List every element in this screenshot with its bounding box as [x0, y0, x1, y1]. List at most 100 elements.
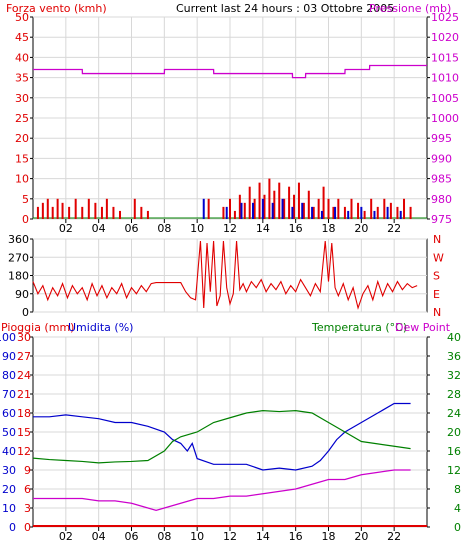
x-tick-label: 16 — [289, 530, 303, 543]
dewpoint-line — [33, 469, 411, 511]
pressure-y-tick-label: 995 — [431, 132, 452, 145]
x-tick-label: 14 — [256, 530, 270, 543]
rain-y-tick-label: 12 — [17, 445, 31, 458]
temperature-y-tick-label: 16 — [447, 445, 461, 458]
humidity-y-tick-label: 40 — [2, 445, 16, 458]
pressure-y-tick-label: 1010 — [431, 72, 459, 85]
pressure-y-tick-label: 1005 — [431, 92, 459, 105]
x-tick-label: 18 — [322, 222, 336, 235]
temperature-y-tick-label: 0 — [454, 521, 461, 534]
temperature-y-tick-label: 32 — [447, 369, 461, 382]
wind-y-tick-label: 5 — [22, 193, 29, 206]
x-tick-label: 20 — [354, 530, 368, 543]
temperature-y-tick-label: 28 — [447, 388, 461, 401]
humidity-axis-title: Umidita (%) — [68, 321, 133, 334]
humidity-y-tick-label: 80 — [2, 369, 16, 382]
x-tick-label: 22 — [387, 530, 401, 543]
x-tick-label: 06 — [125, 530, 139, 543]
pressure-line — [33, 64, 427, 79]
wind-y-tick-label: 50 — [15, 11, 29, 24]
temperature-y-tick-label: 24 — [447, 407, 461, 420]
humidity-y-tick-label: 20 — [2, 483, 16, 496]
pressure-axis-title: Pressione (mb) — [369, 2, 451, 15]
x-tick-label: 12 — [223, 222, 237, 235]
wind-y-tick-label: 40 — [15, 51, 29, 64]
compass-tick-label: S — [433, 270, 440, 283]
rain-y-tick-label: 6 — [24, 483, 31, 496]
x-tick-label: 10 — [190, 222, 204, 235]
rain-y-tick-label: 0 — [24, 521, 31, 534]
temperature-y-tick-label: 12 — [447, 464, 461, 477]
wind-y-tick-label: 20 — [15, 132, 29, 145]
compass-tick-label: W — [433, 251, 444, 264]
wind-axis-title: Forza vento (kmh) — [6, 2, 107, 15]
x-tick-label: 22 — [387, 222, 401, 235]
wind-direction-line — [32, 240, 418, 310]
rain-y-tick-label: 30 — [17, 331, 31, 344]
direction-y-tick-label: 90 — [15, 288, 29, 301]
rain-y-tick-label: 21 — [17, 388, 31, 401]
x-tick-label: 16 — [289, 222, 303, 235]
direction-y-tick-label: 270 — [8, 251, 29, 264]
wind-y-tick-label: 30 — [15, 92, 29, 105]
wind-y-tick-label: 25 — [15, 112, 29, 125]
wind-y-tick-label: 10 — [15, 173, 29, 186]
pressure-y-tick-label: 1000 — [431, 112, 459, 125]
temperature-y-tick-label: 20 — [447, 426, 461, 439]
direction-y-tick-label: 180 — [8, 270, 29, 283]
rain-y-tick-label: 3 — [24, 502, 31, 515]
x-tick-label: 12 — [223, 530, 237, 543]
x-tick-label: 02 — [59, 530, 73, 543]
rain-y-tick-label: 9 — [24, 464, 31, 477]
humidity-y-tick-label: 0 — [9, 521, 16, 534]
humidity-line — [33, 402, 411, 471]
x-tick-label: 18 — [322, 530, 336, 543]
humidity-y-tick-label: 10 — [2, 502, 16, 515]
x-tick-label: 08 — [157, 222, 171, 235]
compass-tick-label: N — [433, 306, 441, 319]
humidity-y-tick-label: 50 — [2, 426, 16, 439]
humidity-y-tick-label: 30 — [2, 464, 16, 477]
x-tick-label: 10 — [190, 530, 204, 543]
x-tick-label: 06 — [125, 222, 139, 235]
wind-y-tick-label: 0 — [22, 213, 29, 226]
x-tick-label: 04 — [92, 222, 106, 235]
pressure-y-tick-label: 1015 — [431, 51, 459, 64]
direction-y-tick-label: 0 — [22, 306, 29, 319]
wind-y-tick-label: 35 — [15, 72, 29, 85]
x-tick-label: 04 — [92, 530, 106, 543]
x-tick-label: 08 — [157, 530, 171, 543]
x-tick-label: 20 — [354, 222, 368, 235]
wind-y-tick-label: 45 — [15, 31, 29, 44]
x-tick-label: 02 — [59, 222, 73, 235]
humidity-y-tick-label: 60 — [2, 407, 16, 420]
temperature-y-tick-label: 4 — [454, 502, 461, 515]
compass-tick-label: N — [433, 233, 441, 246]
pressure-y-tick-label: 985 — [431, 173, 452, 186]
rain-axis-title: Pioggia (mm) — [1, 321, 74, 334]
dewpoint-axis-title: Dew Point — [395, 321, 451, 334]
temperature-y-tick-label: 36 — [447, 350, 461, 363]
wind-y-tick-label: 15 — [15, 152, 29, 165]
humidity-y-tick-label: 70 — [2, 388, 16, 401]
pressure-y-tick-label: 980 — [431, 193, 452, 206]
rain-y-tick-label: 15 — [17, 426, 31, 439]
temperature-axis-title: Temperatura (°C) — [311, 321, 407, 334]
temperature-y-tick-label: 8 — [454, 483, 461, 496]
pressure-y-tick-label: 975 — [431, 213, 452, 226]
chart-title: Current last 24 hours : 03 Ottobre 2005 — [176, 2, 394, 15]
humidity-y-tick-label: 90 — [2, 350, 16, 363]
temperature-y-tick-label: 40 — [447, 331, 461, 344]
rain-y-tick-label: 27 — [17, 350, 31, 363]
x-tick-label: 14 — [256, 222, 270, 235]
direction-y-tick-label: 360 — [8, 233, 29, 246]
rain-y-tick-label: 18 — [17, 407, 31, 420]
compass-tick-label: E — [433, 288, 440, 301]
pressure-y-tick-label: 990 — [431, 152, 452, 165]
rain-y-tick-label: 24 — [17, 369, 31, 382]
humidity-y-tick-label: 100 — [0, 331, 16, 344]
temperature-line — [32, 410, 411, 464]
pressure-y-tick-label: 1020 — [431, 31, 459, 44]
pressure-y-tick-label: 1025 — [431, 11, 459, 24]
